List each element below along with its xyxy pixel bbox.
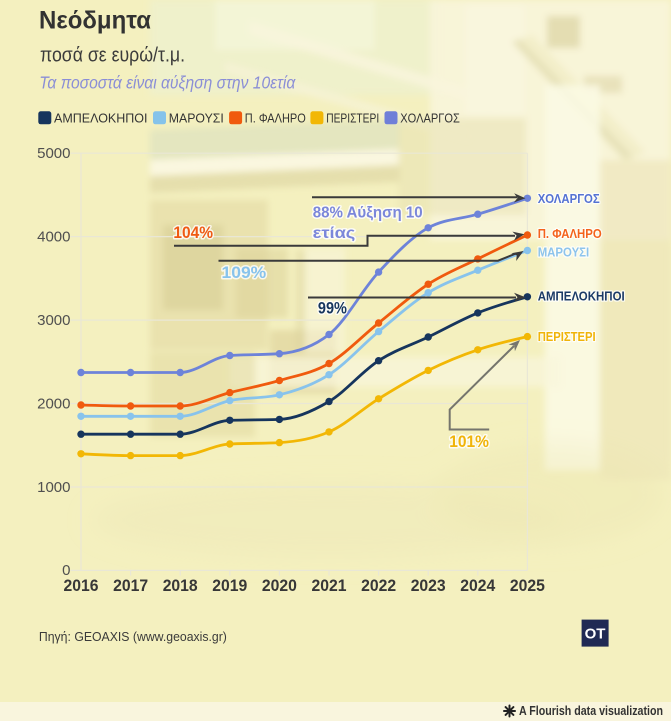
svg-text:A Flourish data visualization: A Flourish data visualization xyxy=(519,704,663,718)
svg-text:2000: 2000 xyxy=(37,395,70,412)
svg-text:ΧΟΛΑΡΓΟΣ: ΧΟΛΑΡΓΟΣ xyxy=(400,111,460,126)
svg-text:ΠΕΡΙΣΤΕΡΙ: ΠΕΡΙΣΤΕΡΙ xyxy=(326,111,379,126)
svg-text:104%: 104% xyxy=(173,223,213,242)
svg-text:Τα ποσοστά είναι αύξηση στην 1: Τα ποσοστά είναι αύξηση στην 10ετία xyxy=(39,72,296,92)
svg-text:2022: 2022 xyxy=(361,576,396,595)
svg-text:ποσά σε ευρώ/τ.μ.: ποσά σε ευρώ/τ.μ. xyxy=(40,45,185,67)
svg-text:ΜΑΡΟΥΣΙ: ΜΑΡΟΥΣΙ xyxy=(538,245,590,260)
svg-text:1000: 1000 xyxy=(37,479,70,496)
svg-text:ΠΕΡΙΣΤΕΡΙ: ΠΕΡΙΣΤΕΡΙ xyxy=(538,329,596,344)
svg-text:ΑΜΠΕΛΟΚΗΠΟΙ: ΑΜΠΕΛΟΚΗΠΟΙ xyxy=(54,111,148,126)
svg-text:Π. ΦΑΛΗΡΟ: Π. ΦΑΛΗΡΟ xyxy=(538,226,602,241)
svg-text:2016: 2016 xyxy=(64,576,99,595)
svg-text:2019: 2019 xyxy=(212,576,247,595)
svg-text:2024: 2024 xyxy=(460,576,495,595)
svg-text:4000: 4000 xyxy=(37,228,70,245)
svg-text:2023: 2023 xyxy=(411,576,446,595)
svg-text:ΧΟΛΑΡΓΟΣ: ΧΟΛΑΡΓΟΣ xyxy=(538,191,600,206)
svg-text:101%: 101% xyxy=(449,432,489,451)
svg-text:OT: OT xyxy=(585,626,606,643)
svg-text:ετίας: ετίας xyxy=(313,225,356,242)
svg-text:ΜΑΡΟΥΣΙ: ΜΑΡΟΥΣΙ xyxy=(169,111,224,126)
svg-text:Πηγή: GEOAXIS (www.geoaxis.gr): Πηγή: GEOAXIS (www.geoaxis.gr) xyxy=(39,629,227,644)
svg-text:0: 0 xyxy=(62,562,70,579)
svg-text:99%: 99% xyxy=(318,299,347,318)
svg-text:2017: 2017 xyxy=(113,576,148,595)
svg-text:5000: 5000 xyxy=(37,145,70,162)
svg-text:88% Αύξηση 10: 88% Αύξηση 10 xyxy=(313,205,423,222)
svg-text:2025: 2025 xyxy=(510,576,545,595)
svg-text:ΑΜΠΕΛΟΚΗΠΟΙ: ΑΜΠΕΛΟΚΗΠΟΙ xyxy=(538,288,625,303)
svg-text:2021: 2021 xyxy=(312,576,347,595)
svg-text:Νεόδμητα: Νεόδμητα xyxy=(39,7,152,35)
svg-text:2018: 2018 xyxy=(163,576,198,595)
svg-text:2020: 2020 xyxy=(262,576,297,595)
svg-text:3000: 3000 xyxy=(37,312,70,329)
svg-text:Π. ΦΑΛΗΡΟ: Π. ΦΑΛΗΡΟ xyxy=(245,111,306,126)
svg-text:109%: 109% xyxy=(222,263,267,282)
